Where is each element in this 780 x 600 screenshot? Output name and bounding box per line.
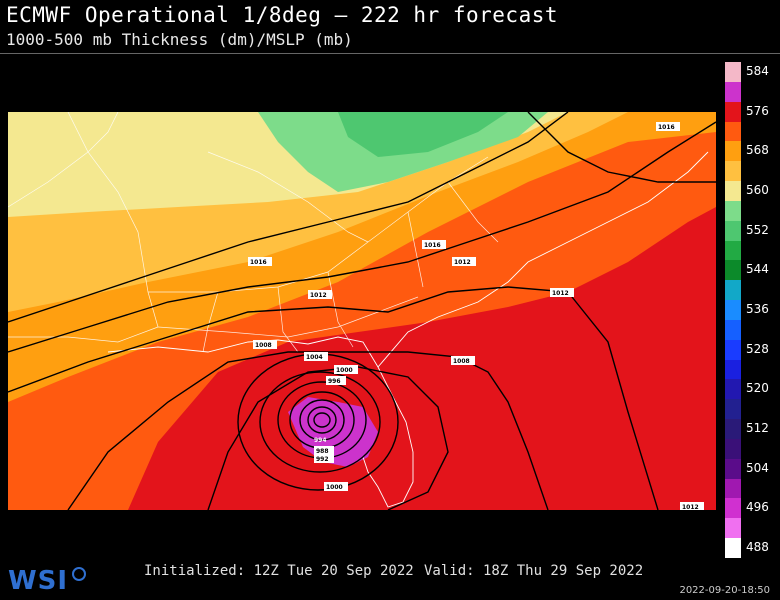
colorbar-label-560: 560 (746, 182, 769, 197)
isobar-label-988: 988 (316, 448, 329, 455)
colorbar-step-584 (725, 62, 741, 83)
colorbar-label-504: 504 (746, 460, 769, 475)
thickness-colorbar (725, 62, 741, 559)
isobar-label-box-1016-west (248, 257, 272, 266)
thickness-552-band (338, 112, 508, 157)
isobar-label-1016-west: 1016 (250, 259, 267, 266)
colorbar-step-500 (725, 478, 741, 499)
colorbar-label-512: 512 (746, 421, 769, 436)
colorbar-step-564 (725, 161, 741, 182)
isobar-label-992: 992 (316, 456, 329, 463)
chart-subtitle: 1000-500 mb Thickness (dm)/MSLP (mb) (6, 30, 353, 49)
colorbar-step-524 (725, 359, 741, 380)
wsi-logo-mark (72, 567, 86, 581)
colorbar-step-488 (725, 538, 741, 559)
isobar-label-box-996 (326, 376, 346, 385)
colorbar-step-576 (725, 101, 741, 122)
isobar-label-1012-east: 1012 (552, 290, 569, 297)
colorbar-step-532 (725, 319, 741, 341)
isobar-label-box-1008-west (253, 340, 277, 349)
colorbar-label-576: 576 (746, 103, 769, 118)
colorbar-label-552: 552 (746, 222, 769, 237)
isobar-label-box-1016-mid (422, 240, 446, 249)
isobar-label-box-992 (314, 454, 334, 463)
state-boundaries (8, 112, 499, 353)
isobar-label-1012-mid: 1012 (454, 259, 471, 266)
colorbar-step-492 (725, 518, 741, 539)
colorbar-step-520 (725, 379, 741, 400)
initialized-time: Initialized: 12Z Tue 20 Sep 2022 (144, 563, 414, 579)
isobar-label-996: 996 (328, 378, 341, 385)
colorbar-step-496 (725, 498, 741, 519)
isobar-label-box-1016-ne (656, 122, 680, 131)
colorbar-label-520: 520 (746, 381, 769, 396)
colorbar-step-516 (725, 399, 741, 420)
isobar-labels: 1016 1016 1016 1012 1012 1012 1008 1008 … (248, 122, 704, 510)
wsi-logo: WSI (8, 566, 69, 596)
colorbar-label-536: 536 (746, 302, 769, 316)
isobar-label-1016-ne: 1016 (658, 124, 675, 131)
thickness-580-band (288, 397, 378, 467)
isobar-label-994: 994 (314, 437, 327, 444)
isobar-label-box-1000 (334, 365, 358, 374)
isobar-label-box-1008-east (451, 356, 475, 365)
generated-timestamp: 2022-09-20-18:50 (679, 585, 770, 596)
colorbar-step-540 (725, 280, 741, 301)
isobar-label-box-1012-mid (452, 257, 476, 266)
isobar-label-1000-south: 1000 (326, 484, 343, 491)
isobar-label-box-1012-se (680, 502, 704, 510)
colorbar-step-544 (725, 260, 741, 281)
colorbar-step-552 (725, 220, 741, 242)
isobar-label-1000: 1000 (336, 367, 353, 374)
colorbar-step-556 (725, 200, 741, 222)
isobar-label-1016-mid: 1016 (424, 242, 441, 249)
isobar-label-1012-se: 1012 (682, 504, 699, 510)
chart-title: ECMWF Operational 1/8deg — 222 hr foreca… (6, 3, 559, 27)
colorbar-step-512 (725, 419, 741, 440)
colorbar-step-568 (725, 141, 741, 162)
colorbar-label-496: 496 (746, 500, 769, 515)
colorbar-step-508 (725, 438, 741, 460)
colorbar-step-504 (725, 458, 741, 480)
colorbar-label-584: 584 (746, 63, 769, 78)
colorbar-step-560 (725, 181, 741, 202)
thickness-mslp-map: 1016 1016 1016 1012 1012 1012 1008 1008 … (8, 112, 716, 510)
valid-time: Valid: 18Z Thu 29 Sep 2022 (424, 563, 644, 579)
colorbar-step-528 (725, 339, 741, 361)
colorbar-step-572 (725, 121, 741, 142)
colorbar-label-528: 528 (746, 341, 769, 356)
isobar-label-1004: 1004 (306, 354, 323, 361)
header-divider (0, 53, 780, 54)
colorbar-label-544: 544 (746, 262, 769, 277)
isobar-label-1012-west: 1012 (310, 292, 327, 299)
thickness-576-band (128, 207, 716, 510)
isobar-label-box-1012-west (308, 290, 332, 299)
isobars (8, 112, 716, 510)
isobar-label-box-1000-south (324, 482, 348, 491)
isobar-label-box-1012-east (550, 288, 574, 297)
isobar-label-box-988 (314, 446, 334, 455)
colorbar-label-568: 568 (746, 143, 769, 158)
isobar-label-1008-east: 1008 (453, 358, 470, 365)
coastline (107, 151, 709, 508)
isobar-label-1008-west: 1008 (255, 342, 272, 349)
isobar-label-box-1004 (304, 352, 328, 361)
colorbar-step-536 (725, 300, 741, 321)
colorbar-step-580 (725, 81, 741, 103)
colorbar-label-488: 488 (746, 540, 769, 555)
colorbar-step-548 (725, 240, 741, 261)
